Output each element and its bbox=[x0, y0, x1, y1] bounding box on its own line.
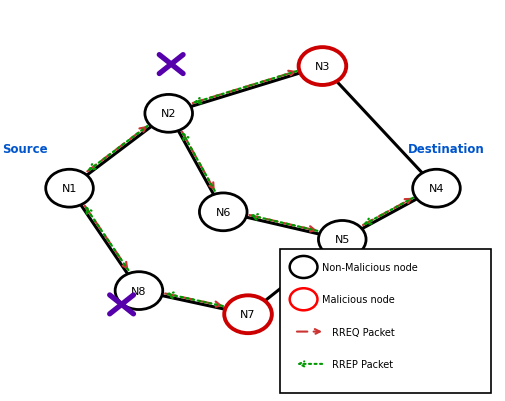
FancyBboxPatch shape bbox=[280, 249, 490, 393]
Text: N3: N3 bbox=[314, 62, 329, 72]
Text: Non-Malicious node: Non-Malicious node bbox=[322, 262, 417, 272]
Text: RREP Packet: RREP Packet bbox=[332, 359, 393, 369]
Text: N4: N4 bbox=[428, 184, 443, 194]
Text: Destination: Destination bbox=[407, 143, 484, 156]
Text: N1: N1 bbox=[62, 184, 77, 194]
Circle shape bbox=[199, 193, 246, 231]
Circle shape bbox=[45, 170, 93, 208]
Text: N6: N6 bbox=[215, 207, 230, 217]
Text: Malicious node: Malicious node bbox=[322, 295, 394, 304]
Circle shape bbox=[412, 170, 460, 208]
Text: N8: N8 bbox=[131, 286, 146, 296]
Circle shape bbox=[298, 48, 345, 86]
Circle shape bbox=[289, 289, 317, 310]
Circle shape bbox=[144, 95, 192, 133]
Circle shape bbox=[115, 272, 163, 310]
Circle shape bbox=[318, 221, 365, 259]
Text: N5: N5 bbox=[334, 235, 349, 245]
Text: N7: N7 bbox=[240, 310, 256, 320]
Text: N2: N2 bbox=[161, 109, 176, 119]
Circle shape bbox=[224, 296, 271, 333]
Text: Source: Source bbox=[2, 143, 47, 156]
Circle shape bbox=[289, 256, 317, 278]
Text: RREQ Packet: RREQ Packet bbox=[332, 327, 394, 337]
